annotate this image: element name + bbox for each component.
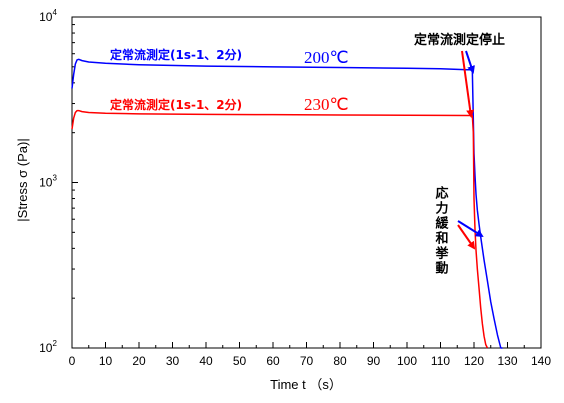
- annotations: 定常流測定停止 応力緩和挙動: [413, 32, 505, 276]
- series-labels: 定常流測定(1s-1、2分) 200℃ 定常流測定(1s-1、2分) 230℃: [110, 47, 349, 114]
- annotation-stress-relaxation: 応力緩和挙動: [433, 185, 450, 276]
- y-tick-label: 102: [39, 339, 57, 355]
- x-tick-label: 50: [233, 354, 247, 368]
- annotation-flow-stop: 定常流測定停止: [413, 32, 505, 48]
- series-label-200: 定常流測定(1s-1、2分): [110, 47, 242, 62]
- x-tick-label: 90: [367, 354, 381, 368]
- x-tick-label: 130: [497, 354, 517, 368]
- x-tick-label: 110: [431, 354, 450, 368]
- series-label-230: 定常流測定(1s-1、2分): [110, 97, 242, 112]
- x-tick-label: 70: [300, 354, 314, 368]
- x-tick-label: 120: [464, 354, 484, 368]
- x-tick-label: 30: [166, 354, 180, 368]
- x-tick-label: 80: [333, 354, 347, 368]
- y-axis-title: |Stress σ (Pa)|: [15, 138, 30, 221]
- x-tick-label: 140: [531, 354, 551, 368]
- arrow-stop-red: [461, 50, 475, 118]
- x-tick-label: 60: [266, 354, 280, 368]
- x-tick-label: 100: [397, 354, 417, 368]
- axes: 0 10 20 30 40 50 60 70 80 90 100 110 120 130 140 102 103…: [39, 8, 551, 368]
- x-tick-label: 10: [99, 354, 113, 368]
- arrow-stop-blue: [465, 50, 475, 74]
- y-tick-label: 104: [39, 8, 57, 24]
- series-line-200C: [71, 58, 503, 349]
- x-axis-title: Time t （s）: [270, 377, 342, 392]
- y-tick-label: 103: [39, 174, 57, 190]
- arrow-relax-red: [457, 224, 476, 250]
- temp-label-200: 200℃: [304, 48, 349, 67]
- series-line-230C: [71, 109, 489, 349]
- temp-label-230: 230℃: [304, 95, 349, 114]
- x-tick-label: 0: [69, 354, 76, 368]
- series-group: [71, 58, 503, 349]
- arrow-relax-blue: [457, 220, 484, 238]
- x-tick-label: 20: [132, 354, 146, 368]
- x-tick-label: 40: [199, 354, 213, 368]
